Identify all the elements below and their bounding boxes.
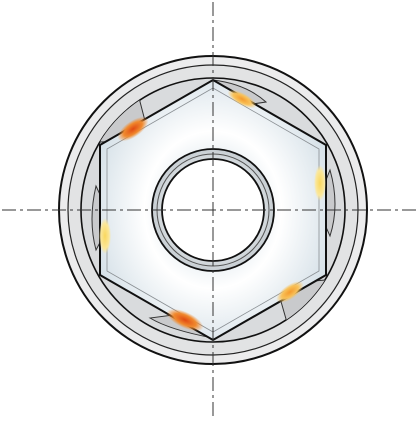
contact-zone-left	[99, 218, 111, 254]
contact-zone-top-left	[117, 116, 149, 142]
contact-zone-top-right	[227, 89, 257, 109]
contact-zones	[99, 89, 326, 332]
contact-zone-bottom-left	[166, 308, 204, 332]
contact-zone-right	[314, 165, 326, 201]
contact-zone-bottom-right	[276, 281, 304, 303]
